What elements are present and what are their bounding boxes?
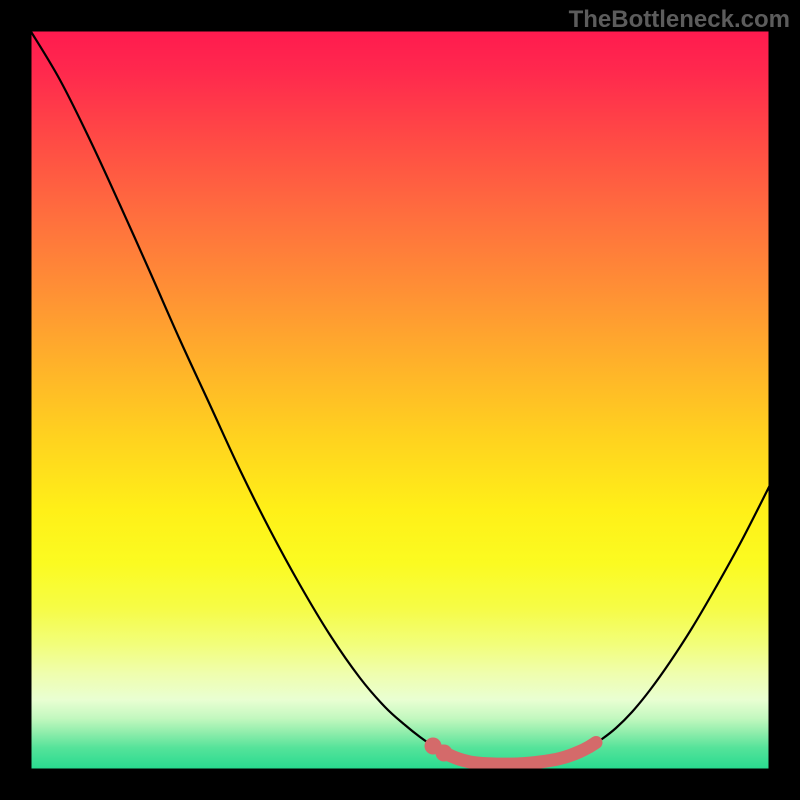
- bottleneck-chart: [0, 0, 800, 800]
- watermark-text: TheBottleneck.com: [569, 6, 790, 34]
- plot-background: [30, 30, 770, 770]
